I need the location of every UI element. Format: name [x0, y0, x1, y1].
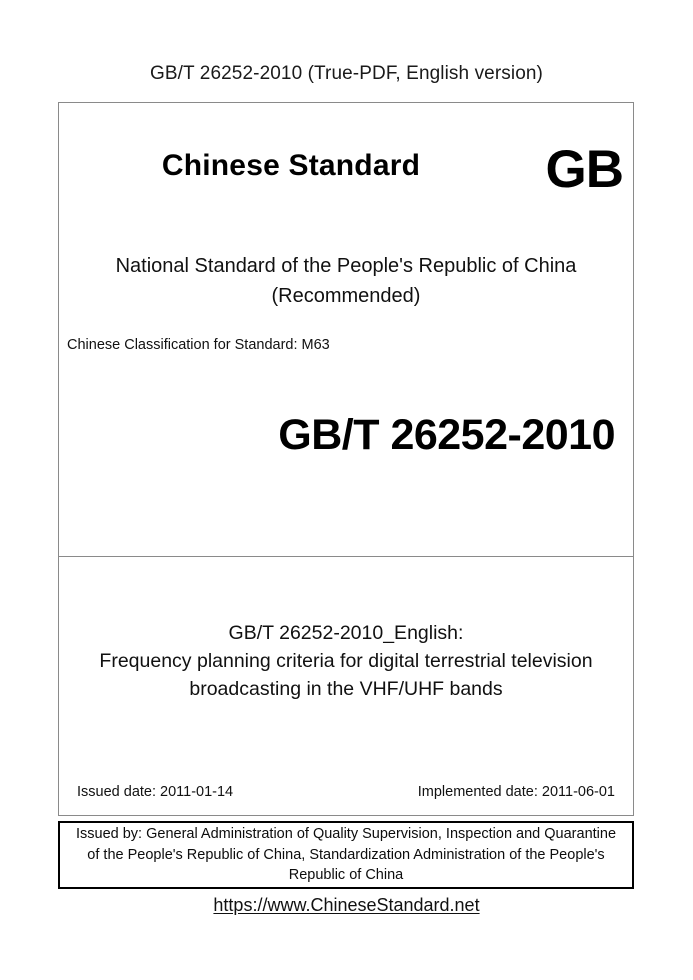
cover-headline: Chinese Standard — [161, 149, 421, 182]
classification-label: Chinese Classification for Standard: M63 — [67, 337, 330, 353]
cover-frame-upper-section: Chinese Standard GB National Standard of… — [59, 103, 633, 557]
issued-by-box: Issued by: General Administration of Qua… — [58, 821, 634, 889]
english-title-line-3: broadcasting in the VHF/UHF bands — [189, 678, 503, 700]
national-standard-line-1: National Standard of the People's Republ… — [115, 255, 577, 277]
footer-website-url[interactable]: https://www.ChineseStandard.net — [213, 895, 480, 915]
issued-by-text: Issued by: General Administration of Qua… — [75, 826, 617, 884]
national-standard-line-2: (Recommended) — [271, 285, 421, 307]
english-title-line-2: Frequency planning criteria for digital … — [99, 650, 593, 672]
english-title-block: GB/T 26252-2010_English: Frequency plann… — [59, 619, 633, 703]
cover-frame: Chinese Standard GB National Standard of… — [58, 102, 634, 816]
issued-date: Issued date: 2011-01-14 — [77, 784, 234, 800]
cover-frame-lower-section: GB/T 26252-2010_English: Frequency plann… — [59, 557, 633, 814]
headline-row: Chinese Standard GB — [59, 141, 633, 201]
gb-emblem: GB — [545, 140, 624, 199]
document-top-caption: GB/T 26252-2010 (True-PDF, English versi… — [150, 63, 543, 84]
implemented-date: Implemented date: 2011-06-01 — [417, 784, 615, 800]
standard-number: GB/T 26252-2010 — [278, 411, 615, 459]
english-title-line-1: GB/T 26252-2010_English: — [228, 622, 464, 644]
dates-row: Issued date: 2011-01-14 Implemented date… — [59, 784, 633, 800]
national-standard-block: National Standard of the People's Republ… — [59, 251, 633, 311]
